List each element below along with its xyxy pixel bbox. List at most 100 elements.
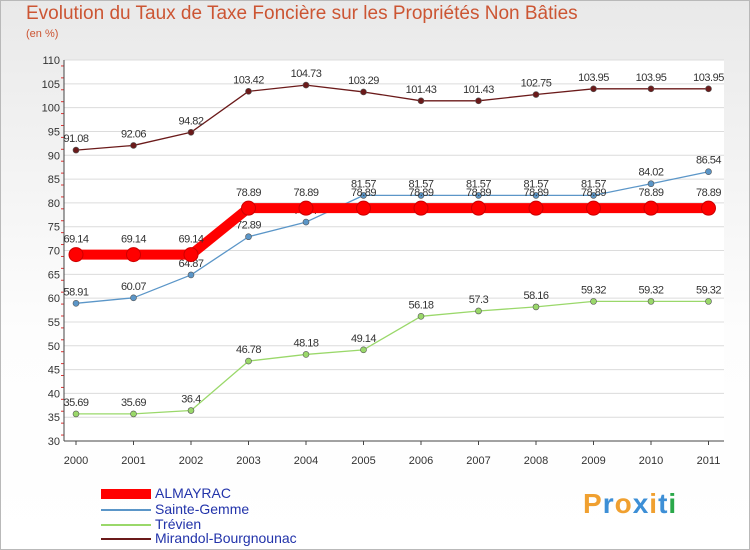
point-mirandol-bourgnounac-2008 (532, 91, 540, 98)
point-almayrac-2002 (183, 247, 199, 263)
point-mirandol-bourgnounac-2001 (130, 142, 137, 149)
point-mirandol-bourgnounac-2009 (590, 85, 597, 93)
point-sainte-gemme-2011 (705, 168, 712, 176)
y-tick-50: 50 (48, 341, 60, 353)
x-tick-2007: 2007 (466, 455, 490, 467)
point-sainte-gemme-2006 (417, 192, 425, 199)
series-line-almayrac (76, 203, 709, 260)
point-tr-vien-2003 (245, 357, 252, 365)
data-label-almayrac-2011: 78.89 (696, 187, 721, 199)
data-label-sainte-gemme-2003: 72.89 (236, 220, 261, 232)
data-label-sainte-gemme-2008: 81.57 (523, 178, 548, 190)
data-label-almayrac-2004: 78.89 (293, 187, 318, 199)
point-tr-vien-2008 (532, 303, 540, 311)
point-almayrac-2001 (126, 247, 141, 263)
point-almayrac-2008 (528, 200, 544, 216)
point-tr-vien-2002 (187, 407, 195, 414)
data-label-sainte-gemme-2006: 81.57 (408, 178, 433, 190)
y-tick-80: 80 (48, 198, 60, 210)
point-sainte-gemme-2005 (360, 192, 367, 199)
y-tick-65: 65 (48, 269, 60, 281)
data-label-tr-vien-2002: 36.4 (181, 394, 201, 406)
data-label-almayrac-2003: 78.89 (236, 187, 261, 199)
legend-label-trevien: Trévien (155, 516, 202, 532)
point-sainte-gemme-2008 (532, 192, 540, 199)
point-sainte-gemme-2010 (647, 180, 655, 188)
legend-label-almayrac: ALMAYRAC (155, 485, 231, 501)
y-tick-35: 35 (48, 412, 60, 424)
data-label-tr-vien-2005: 49.14 (351, 333, 376, 345)
data-label-mirandol-bourgnounac-2010: 103.95 (636, 72, 667, 84)
data-label-tr-vien-2000: 35.69 (63, 397, 88, 409)
data-label-mirandol-bourgnounac-2007: 101.43 (463, 84, 494, 96)
x-tick-2010: 2010 (639, 455, 663, 467)
y-tick-85: 85 (48, 174, 60, 186)
data-label-almayrac-2007: 78.89 (466, 187, 491, 199)
y-tick-105: 105 (42, 79, 60, 91)
point-mirandol-bourgnounac-2006 (417, 97, 425, 105)
data-label-sainte-gemme-2005: 81.57 (351, 178, 376, 190)
point-tr-vien-2004 (302, 351, 310, 358)
point-mirandol-bourgnounac-2002 (187, 128, 195, 136)
data-label-mirandol-bourgnounac-2006: 101.43 (406, 84, 437, 96)
point-almayrac-2006 (413, 200, 429, 216)
data-label-almayrac-2001: 69.14 (121, 234, 146, 246)
x-tick-2000: 2000 (64, 455, 88, 467)
data-label-tr-vien-2003: 46.78 (236, 344, 261, 356)
data-label-mirandol-bourgnounac-2000: 91.08 (63, 133, 88, 145)
proxiti-logo: Proxiti (583, 488, 677, 520)
y-tick-110: 110 (42, 55, 60, 67)
data-label-tr-vien-2011: 59.32 (696, 284, 721, 296)
y-tick-45: 45 (48, 365, 60, 377)
data-label-tr-vien-2009: 59.32 (581, 284, 606, 296)
point-almayrac-2000 (68, 247, 84, 263)
data-label-mirandol-bourgnounac-2004: 104.73 (291, 68, 322, 80)
data-label-sainte-gemme-2010: 84.02 (638, 167, 663, 179)
series-line-mirandol-bourgnounac (75, 84, 709, 151)
y-tick-60: 60 (48, 293, 60, 305)
data-label-mirandol-bourgnounac-2002: 94.82 (178, 115, 203, 127)
point-tr-vien-2009 (590, 298, 597, 305)
data-label-almayrac-2010: 78.89 (638, 187, 663, 199)
data-label-mirandol-bourgnounac-2003: 103.42 (233, 74, 264, 86)
point-sainte-gemme-2007 (475, 192, 482, 199)
data-label-sainte-gemme-2001: 60.07 (121, 281, 146, 293)
logo-letter: o (614, 488, 633, 519)
point-tr-vien-2001 (130, 410, 137, 418)
legend-swatch-almayrac (101, 489, 151, 499)
legend-swatch-mirandol-bourgnounac (101, 538, 151, 540)
data-label-sainte-gemme-2002: 64.87 (178, 258, 203, 270)
point-mirandol-bourgnounac-2010 (647, 85, 655, 93)
x-tick-2008: 2008 (524, 455, 548, 467)
data-label-tr-vien-2006: 56.18 (408, 299, 433, 311)
point-almayrac-2011 (701, 200, 716, 216)
legend-label-mirandol-bourgnounac: Mirandol-Bourgnounac (155, 530, 297, 546)
data-label-almayrac-2000: 69.14 (63, 234, 88, 246)
logo-letter: i (649, 488, 659, 519)
data-label-tr-vien-2008: 58.16 (523, 290, 548, 302)
point-mirandol-bourgnounac-2000 (72, 146, 80, 154)
data-label-sainte-gemme-2011: 86.54 (696, 155, 721, 167)
x-tick-2002: 2002 (179, 455, 203, 467)
point-almayrac-2005 (356, 200, 371, 216)
point-sainte-gemme-2003 (245, 233, 252, 241)
point-almayrac-2004 (298, 200, 314, 216)
x-tick-2006: 2006 (409, 455, 433, 467)
x-tick-2003: 2003 (236, 455, 260, 467)
point-mirandol-bourgnounac-2003 (245, 88, 252, 95)
y-tick-55: 55 (48, 317, 60, 329)
data-label-almayrac-2005: 78.89 (351, 187, 376, 199)
data-label-mirandol-bourgnounac-2005: 103.29 (348, 75, 379, 87)
y-tick-30: 30 (48, 436, 60, 448)
y-tick-75: 75 (48, 222, 60, 234)
logo-letter: x (632, 488, 650, 519)
point-almayrac-2010 (643, 200, 659, 216)
x-tick-2004: 2004 (294, 455, 318, 467)
data-label-sainte-gemme-2000: 58.91 (63, 286, 88, 298)
data-label-sainte-gemme-2007: 81.57 (466, 178, 491, 190)
point-almayrac-2003 (241, 200, 256, 216)
data-label-mirandol-bourgnounac-2008: 102.75 (521, 78, 552, 90)
point-almayrac-2009 (586, 200, 601, 216)
point-tr-vien-2007 (475, 307, 482, 315)
